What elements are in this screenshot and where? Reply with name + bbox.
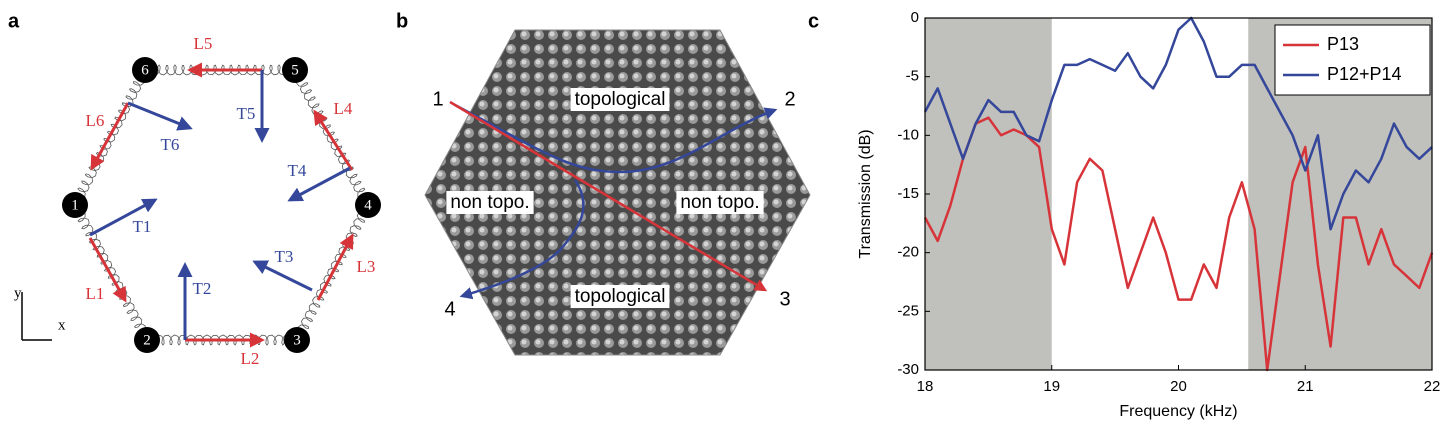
y-tick-label: -5 bbox=[906, 68, 919, 85]
spring bbox=[74, 201, 152, 341]
edge-label: L5 bbox=[194, 34, 213, 53]
y-tick-label: -25 bbox=[897, 302, 919, 319]
panel-letter: a bbox=[8, 10, 20, 32]
axis-x: x bbox=[58, 317, 66, 333]
blue-arrow bbox=[127, 101, 193, 131]
arrow-label: T2 bbox=[193, 279, 212, 298]
edge-label: L4 bbox=[334, 99, 353, 118]
spring bbox=[73, 68, 151, 209]
node-label: 1 bbox=[71, 197, 79, 213]
legend-box bbox=[1274, 24, 1431, 96]
port-label: 2 bbox=[784, 88, 795, 110]
y-axis-label: Transmission (dB) bbox=[857, 129, 874, 258]
arrow-label: T1 bbox=[133, 217, 152, 236]
port-label: 1 bbox=[432, 88, 443, 110]
node-label: 5 bbox=[291, 62, 299, 78]
red-arrow bbox=[88, 237, 127, 303]
spring bbox=[145, 331, 301, 346]
node bbox=[62, 192, 88, 218]
edge-label: L2 bbox=[241, 349, 260, 368]
bulk-path bbox=[449, 100, 768, 292]
series-line bbox=[923, 16, 1433, 231]
node bbox=[355, 192, 381, 218]
label-box bbox=[446, 191, 534, 215]
red-arrow bbox=[316, 233, 354, 301]
blue-arrow bbox=[287, 166, 351, 202]
node bbox=[282, 57, 308, 83]
spring bbox=[291, 202, 370, 342]
x-tick-label: 20 bbox=[1170, 378, 1187, 395]
shaded-region bbox=[925, 18, 1052, 370]
port-label: 3 bbox=[779, 288, 790, 310]
y-tick-label: -15 bbox=[897, 185, 919, 202]
region-label: non topo. bbox=[680, 192, 759, 213]
x-tick-label: 22 bbox=[1424, 378, 1441, 395]
x-tick-label: 18 bbox=[917, 378, 934, 395]
label-box bbox=[676, 191, 764, 215]
edge-path bbox=[454, 103, 778, 174]
panel-letter: c bbox=[808, 10, 819, 32]
region-label: topological bbox=[575, 89, 666, 110]
port-label: 4 bbox=[444, 298, 455, 320]
y-tick-label: -20 bbox=[897, 244, 919, 261]
edge-label: L3 bbox=[357, 257, 376, 276]
blue-arrow bbox=[252, 260, 313, 292]
label-box bbox=[570, 88, 670, 112]
edge-path bbox=[459, 179, 585, 300]
arrow-label: T5 bbox=[237, 104, 256, 123]
legend-label: P12+P14 bbox=[1327, 64, 1402, 84]
label-box bbox=[570, 285, 670, 309]
node-label: 3 bbox=[293, 332, 301, 348]
node-label: 6 bbox=[141, 62, 149, 78]
axes-icon bbox=[21, 292, 52, 341]
edge-label: L6 bbox=[86, 111, 105, 130]
y-tick-label: -30 bbox=[897, 361, 919, 378]
series-line bbox=[923, 116, 1434, 372]
red-arrow bbox=[313, 109, 354, 171]
node bbox=[284, 327, 310, 353]
x-tick-label: 19 bbox=[1043, 378, 1060, 395]
red-arrow bbox=[90, 102, 130, 171]
node-label: 2 bbox=[143, 332, 151, 348]
region-label: non topo. bbox=[450, 192, 529, 213]
node bbox=[134, 327, 160, 353]
arrow-label: T3 bbox=[275, 247, 294, 266]
node-label: 4 bbox=[364, 197, 372, 213]
legend-label: P13 bbox=[1327, 34, 1359, 54]
spring bbox=[290, 69, 369, 209]
edge-label: L1 bbox=[86, 284, 105, 303]
arrow-label: T4 bbox=[288, 161, 307, 180]
node bbox=[132, 57, 158, 83]
x-axis-label: Frequency (kHz) bbox=[1119, 403, 1237, 420]
region-label: topological bbox=[575, 286, 666, 307]
panel-letter: b bbox=[396, 10, 408, 32]
y-tick-label: -10 bbox=[897, 126, 919, 143]
blue-arrow bbox=[89, 198, 158, 237]
x-tick-label: 21 bbox=[1297, 378, 1314, 395]
arrow-label: T6 bbox=[161, 135, 180, 154]
axis-y: y bbox=[14, 285, 22, 301]
y-tick-label: 0 bbox=[911, 9, 919, 26]
spring bbox=[141, 64, 297, 79]
